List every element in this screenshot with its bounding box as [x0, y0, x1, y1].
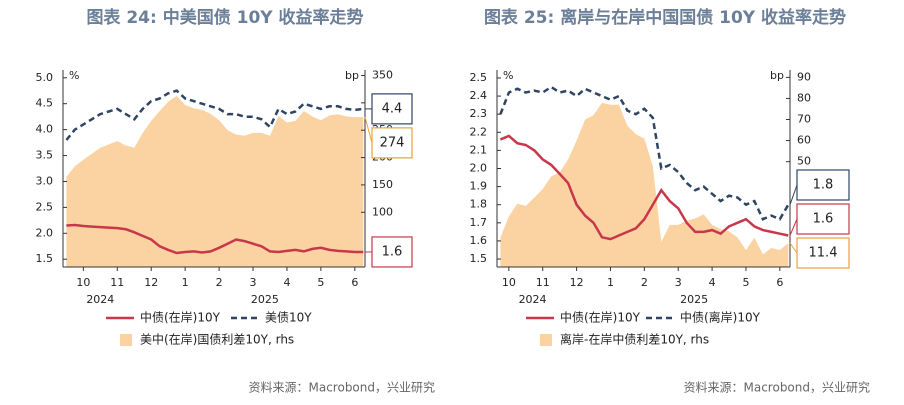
area [66, 95, 364, 267]
y-tick-label: 3.5 [36, 149, 54, 162]
line [66, 223, 364, 255]
y-tick-label: 1.8 [470, 198, 488, 211]
x-tick-label: 12 [570, 276, 584, 289]
y-tick-label: 2.0 [470, 162, 488, 175]
y2-tick-label: 70 [797, 113, 811, 126]
y-tick-label: 1.5 [470, 252, 488, 265]
year-label: 2024 [519, 293, 547, 306]
y2-axis-label: bp [345, 69, 359, 82]
line [499, 134, 789, 241]
x-tick-label: 6 [351, 276, 358, 289]
value-label: 1.6 [382, 244, 403, 259]
y-tick-label: 1.7 [470, 216, 488, 229]
legend-swatch [540, 334, 552, 346]
y-tick-label: 3.0 [36, 174, 54, 187]
value-box [796, 237, 850, 269]
y-tick-label: 1.5 [36, 252, 54, 265]
x-tick-label: 2 [641, 276, 648, 289]
y-tick-label: 2.4 [470, 89, 488, 102]
value-box [371, 127, 413, 159]
label-pointer [789, 242, 798, 254]
x-tick-label: 2 [216, 276, 223, 289]
x-tick-label: 4 [709, 276, 716, 289]
legend-label: 中债(在岸)10Y [560, 310, 641, 325]
y2-axis-label: bp [770, 69, 784, 82]
y-tick-label: 1.9 [470, 180, 488, 193]
value-label: 1.8 [813, 178, 834, 193]
value-label: 11.4 [809, 246, 838, 261]
value-box [796, 169, 850, 201]
value-box [371, 93, 413, 125]
y-tick-label: 4.5 [36, 97, 54, 110]
y-tick-label: 1.6 [470, 234, 488, 247]
chart-title: 图表 24: 中美国债 10Y 收益率走势 [86, 7, 363, 28]
y-tick-label: 2.1 [470, 143, 488, 156]
x-tick-label: 5 [317, 276, 324, 289]
value-box [371, 236, 413, 268]
y-tick-label: 2.5 [470, 71, 488, 84]
value-label: 1.6 [813, 212, 834, 227]
chart: 图表 24: 中美国债 10Y 收益率走势% bp 1.5 2.0 2.5 3.0 3.5 4… [36, 7, 436, 395]
x-tick-label: 11 [536, 276, 550, 289]
y-axis-label: % [69, 69, 79, 82]
value-box [796, 203, 850, 235]
y-axis-label: % [503, 69, 513, 82]
legend-label: 中债(在岸)10Y [140, 310, 221, 325]
legend-swatch [120, 334, 132, 346]
legend-label: 美债10Y [265, 311, 312, 325]
x-tick-label: 12 [144, 276, 158, 289]
label-pointer [364, 116, 373, 144]
year-label: 2025 [680, 293, 708, 306]
label-pointer [789, 218, 798, 236]
year-label: 2024 [86, 293, 114, 306]
x-tick-label: 5 [742, 276, 749, 289]
x-tick-label: 10 [76, 276, 90, 289]
year-label: 2025 [251, 293, 279, 306]
area [500, 102, 789, 267]
y-tick-label: 2.3 [470, 107, 488, 120]
value-label: 274 [380, 135, 405, 150]
chart: 图表 25: 离岸与在岸中国国债 10Y 收益率走势% bp 1.5 1.6 1.7 1.… [470, 7, 871, 395]
x-tick-label: 3 [675, 276, 682, 289]
y-tick-label: 2.5 [36, 200, 54, 213]
source-note: 资料来源：Macrobond，兴业研究 [684, 380, 871, 395]
x-tick-label: 11 [110, 276, 124, 289]
x-tick-label: 1 [182, 276, 189, 289]
legend-label: 离岸-在岸中债利差10Y, rhs [560, 332, 709, 347]
y-tick-label: 4.0 [36, 123, 54, 136]
x-tick-label: 10 [502, 276, 516, 289]
legend-label: 中债(离岸)10Y [680, 310, 761, 325]
y2-tick-label: 80 [797, 91, 811, 104]
y-tick-label: 2.2 [470, 125, 488, 138]
chart-title: 图表 25: 离岸与在岸中国国债 10Y 收益率走势 [484, 7, 846, 28]
source-note: 资料来源：Macrobond，兴业研究 [249, 380, 436, 395]
y2-tick-label: 50 [797, 155, 811, 168]
legend-label: 美中(在岸)国债利差10Y, rhs [140, 332, 294, 347]
y2-tick-label: 60 [797, 134, 811, 147]
y2-tick-label: 90 [797, 70, 811, 83]
line [499, 85, 790, 221]
x-tick-label: 6 [776, 276, 783, 289]
y2-tick-label: 100 [372, 205, 393, 218]
y2-tick-label: 150 [372, 178, 393, 191]
y-tick-label: 5.0 [36, 71, 54, 84]
y2-tick-label: 350 [372, 68, 393, 81]
value-label: 4.4 [382, 101, 403, 116]
y-tick-label: 2.0 [36, 226, 54, 239]
x-tick-label: 1 [607, 276, 614, 289]
label-pointer [789, 184, 798, 205]
x-tick-label: 3 [250, 276, 257, 289]
x-tick-label: 4 [283, 276, 290, 289]
